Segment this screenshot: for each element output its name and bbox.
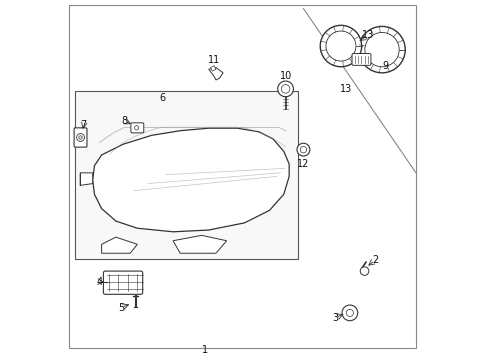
Text: 13: 13 (340, 84, 352, 94)
Circle shape (346, 309, 353, 316)
Polygon shape (93, 128, 288, 232)
Polygon shape (102, 237, 137, 253)
Circle shape (325, 31, 355, 61)
Text: 9: 9 (382, 61, 388, 71)
Circle shape (360, 267, 368, 275)
Polygon shape (80, 173, 93, 185)
Text: 4: 4 (97, 277, 102, 287)
Circle shape (134, 126, 139, 130)
FancyBboxPatch shape (74, 128, 87, 147)
Polygon shape (210, 66, 216, 71)
Text: 13: 13 (361, 30, 373, 40)
FancyBboxPatch shape (351, 54, 370, 65)
Bar (75, 91, 298, 258)
Circle shape (77, 134, 84, 141)
Circle shape (364, 32, 398, 67)
Text: 3: 3 (332, 312, 338, 323)
Circle shape (281, 85, 289, 93)
Text: 1: 1 (202, 345, 208, 355)
Circle shape (79, 136, 82, 139)
Text: 5: 5 (118, 302, 124, 312)
Circle shape (320, 25, 361, 67)
Circle shape (296, 143, 309, 156)
Text: 12: 12 (297, 159, 309, 169)
Text: 2: 2 (371, 255, 377, 265)
FancyBboxPatch shape (131, 123, 143, 133)
Text: 8: 8 (122, 116, 128, 126)
Text: 7: 7 (81, 120, 87, 130)
Text: 6: 6 (159, 93, 165, 103)
Text: 10: 10 (279, 71, 291, 81)
Circle shape (341, 305, 357, 321)
FancyBboxPatch shape (103, 271, 142, 294)
Circle shape (358, 26, 405, 73)
Text: 11: 11 (207, 55, 220, 65)
Polygon shape (208, 67, 223, 80)
Circle shape (277, 81, 293, 97)
Circle shape (300, 147, 306, 153)
Polygon shape (173, 235, 226, 253)
